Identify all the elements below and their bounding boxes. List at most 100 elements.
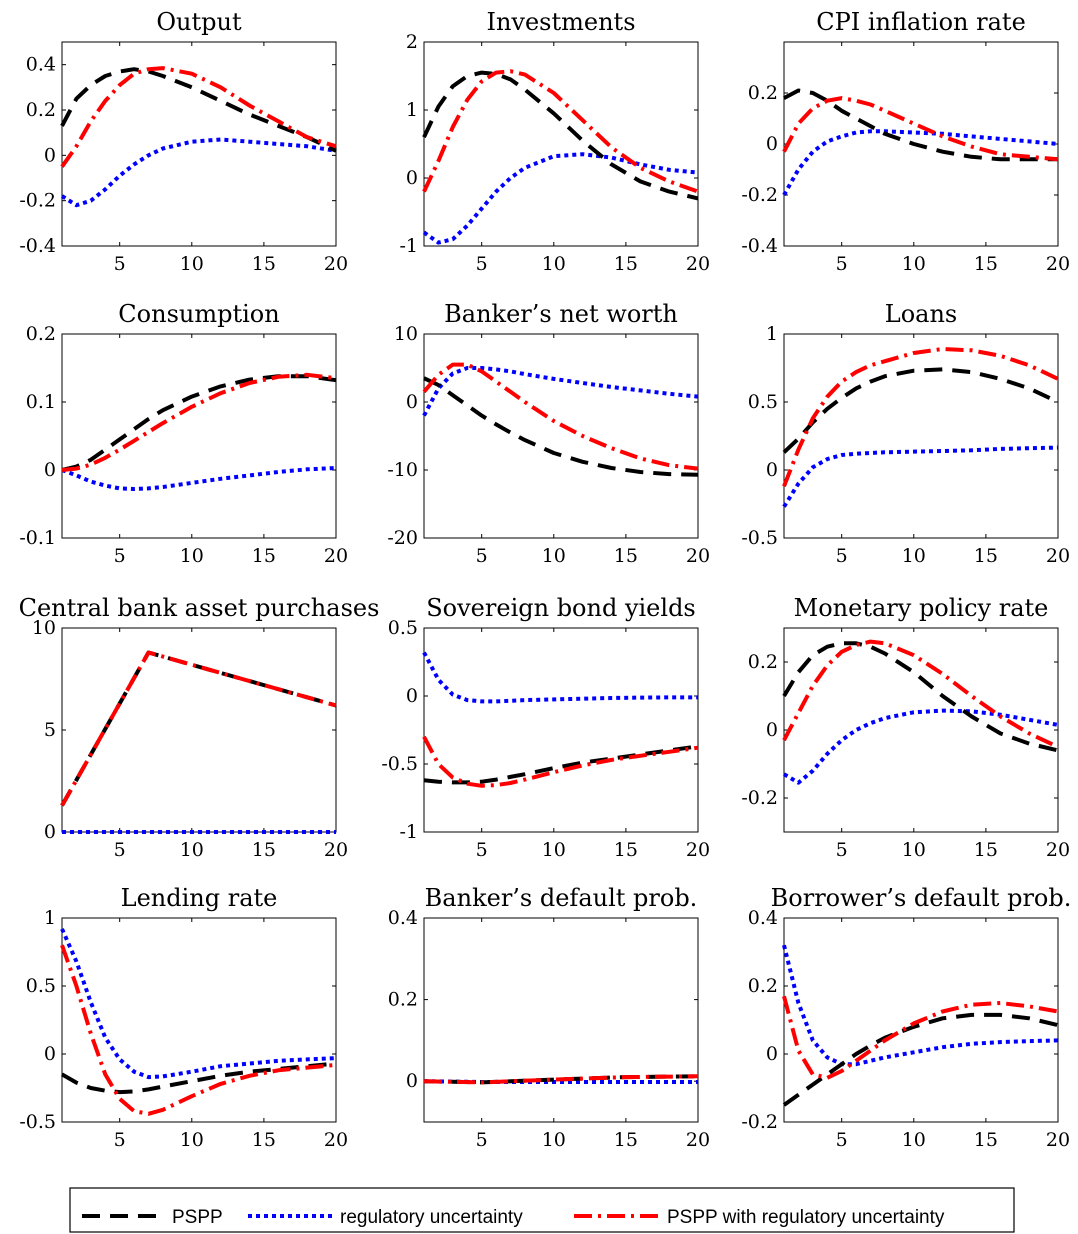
- investments-ytick-label-2: 1: [406, 99, 418, 121]
- monetary-policy-rate-ytick-label-1: 0: [766, 719, 778, 741]
- central-bank-asset-purchases-xtick-label-10: 10: [180, 839, 204, 861]
- central-bank-asset-purchases-series-pspp-with-regulatory-uncertainty: [60, 650, 337, 807]
- panel-cpi-inflation-rate: CPI inflation rate 5 10 15 20 -0.4 -0.2 0 0.2: [741, 8, 1070, 275]
- legend-label-pspp-with-regulatory-uncertainty: PSPP with regulatory uncertainty: [667, 1207, 945, 1228]
- bankers-net-worth-xtick-label-5: 5: [476, 545, 488, 567]
- cpi-inflation-rate-series-pspp: [783, 88, 1058, 162]
- bankers-default-prob-ytick-label-1: 0.2: [388, 989, 418, 1011]
- panel-sovereign-bond-yields: Sovereign bond yields 5 10 15 20 -1 -0.5 0 0.5: [381, 594, 710, 861]
- monetary-policy-rate-series-pspp: [782, 641, 1059, 753]
- investments-axes-frame: [423, 41, 699, 247]
- legend-label-pspp: PSPP: [172, 1207, 223, 1228]
- cpi-inflation-rate-ytick-label-2: 0: [766, 133, 778, 155]
- bankers-default-prob-axes-frame: [423, 917, 699, 1123]
- panel-borrowers-default-prob: Borrower’s default prob. 5 10 15 20 -0.2 0 0.2 0…: [741, 884, 1071, 1151]
- consumption-axes-frame: [61, 333, 337, 539]
- lending-rate-xtick-label-5: 5: [114, 1129, 126, 1151]
- output-series-pspp: [60, 67, 337, 153]
- central-bank-asset-purchases-xtick-label-15: 15: [252, 839, 276, 861]
- investments-title: Investments: [486, 8, 635, 36]
- panel-lending-rate: Lending rate 5 10 15 20 -0.5 0 0.5 1: [19, 884, 348, 1151]
- output-ytick-label-0: -0.4: [19, 235, 56, 257]
- investments-series-pspp-with-regulatory-uncertainty: [422, 69, 699, 194]
- loans-ytick-label-1: 0: [766, 459, 778, 481]
- borrowers-default-prob-ytick-label-3: 0.4: [748, 907, 778, 929]
- panel-bankers-net-worth: Banker’s net worth 5 10 15 20 -20 -10 0 10: [387, 300, 710, 567]
- bankers-default-prob-xtick-label-15: 15: [614, 1129, 638, 1151]
- investments-ytick-label-1: 0: [406, 167, 418, 189]
- consumption-ytick-label-3: 0.2: [26, 323, 56, 345]
- cpi-inflation-rate-title: CPI inflation rate: [816, 8, 1026, 36]
- consumption-xtick-label-5: 5: [114, 545, 126, 567]
- borrowers-default-prob-ytick-label-0: -0.2: [741, 1111, 778, 1133]
- monetary-policy-rate-ytick-label-0: -0.2: [741, 787, 778, 809]
- sovereign-bond-yields-series-regulatory-uncertainty: [422, 651, 698, 704]
- bankers-net-worth-ytick-label-1: -10: [387, 459, 418, 481]
- output-title: Output: [156, 8, 242, 36]
- central-bank-asset-purchases-xtick-label-20: 20: [324, 839, 348, 861]
- lending-rate-title: Lending rate: [121, 884, 278, 912]
- bankers-net-worth-series-regulatory-uncertainty: [422, 366, 699, 417]
- output-series-pspp-with-regulatory-uncertainty: [60, 66, 337, 168]
- bankers-net-worth-ytick-label-2: 0: [406, 391, 418, 413]
- loans-ytick-label-3: 1: [766, 323, 778, 345]
- panel-loans: Loans 5 10 15 20 -0.5 0 0.5 1: [741, 300, 1070, 567]
- consumption-series-pspp-with-regulatory-uncertainty: [61, 372, 337, 472]
- sovereign-bond-yields-xtick-label-15: 15: [614, 839, 638, 861]
- borrowers-default-prob-xtick-label-10: 10: [902, 1129, 926, 1151]
- lending-rate-series-pspp-with-regulatory-uncertainty: [60, 944, 337, 1116]
- monetary-policy-rate-xtick-label-5: 5: [836, 839, 848, 861]
- bankers-net-worth-series-pspp: [423, 376, 699, 477]
- sovereign-bond-yields-ytick-label-3: 0.5: [388, 617, 418, 639]
- loans-axes-frame: [783, 333, 1059, 539]
- investments-series-pspp: [422, 70, 699, 201]
- sovereign-bond-yields-xtick-label-5: 5: [476, 839, 488, 861]
- central-bank-asset-purchases-ytick-label-1: 5: [44, 719, 56, 741]
- borrowers-default-prob-series-pspp: [782, 1012, 1059, 1107]
- legend: PSPP regulatory uncertainty PSPP with re…: [69, 1187, 1015, 1233]
- loans-xtick-label-15: 15: [974, 545, 998, 567]
- loans-title: Loans: [885, 300, 957, 328]
- cpi-inflation-rate-ytick-label-3: 0.2: [748, 82, 778, 104]
- sovereign-bond-yields-ytick-label-0: -1: [399, 821, 418, 843]
- bankers-default-prob-xtick-label-5: 5: [476, 1129, 488, 1151]
- cpi-inflation-rate-xtick-label-20: 20: [1046, 253, 1070, 275]
- lending-rate-axes-frame: [61, 917, 337, 1123]
- output-xtick-label-10: 10: [180, 253, 204, 275]
- investments-xtick-label-20: 20: [686, 253, 710, 275]
- borrowers-default-prob-xtick-label-20: 20: [1046, 1129, 1070, 1151]
- lending-rate-ytick-label-1: 0: [44, 1043, 56, 1065]
- output-ytick-label-4: 0.4: [26, 54, 56, 76]
- bankers-default-prob-series-pspp-with-regulatory-uncertainty: [423, 1074, 699, 1085]
- bankers-net-worth-ytick-label-3: 10: [394, 323, 418, 345]
- panel-bankers-default-prob: Banker’s default prob. 5 10 15 20 0 0.2 0.4: [388, 884, 710, 1151]
- bankers-default-prob-xtick-label-20: 20: [686, 1129, 710, 1151]
- borrowers-default-prob-xtick-label-15: 15: [974, 1129, 998, 1151]
- investments-xtick-label-15: 15: [614, 253, 638, 275]
- sovereign-bond-yields-series-pspp-with-regulatory-uncertainty: [422, 735, 699, 788]
- loans-xtick-label-5: 5: [836, 545, 848, 567]
- borrowers-default-prob-ytick-label-2: 0.2: [748, 975, 778, 997]
- monetary-policy-rate-xtick-label-15: 15: [974, 839, 998, 861]
- cpi-inflation-rate-ytick-label-0: -0.4: [741, 235, 778, 257]
- investments-series-regulatory-uncertainty: [422, 152, 699, 245]
- loans-series-pspp: [782, 367, 1059, 454]
- consumption-ytick-label-0: -0.1: [19, 527, 56, 549]
- bankers-default-prob-ytick-label-0: 0: [406, 1070, 418, 1092]
- panel-central-bank-asset-purchases: Central bank asset purchases 5 10 15 20 0 5 10: [19, 594, 380, 861]
- bankers-net-worth-title: Banker’s net worth: [444, 300, 678, 328]
- output-xtick-label-15: 15: [252, 253, 276, 275]
- consumption-xtick-label-10: 10: [180, 545, 204, 567]
- sovereign-bond-yields-ytick-label-2: 0: [406, 685, 418, 707]
- panel-output: Output 5 10 15 20 -0.4 -0.2 0 0.2 0.4: [19, 8, 348, 275]
- consumption-xtick-label-15: 15: [252, 545, 276, 567]
- monetary-policy-rate-xtick-label-20: 20: [1046, 839, 1070, 861]
- loans-ytick-label-2: 0.5: [748, 391, 778, 413]
- bankers-net-worth-xtick-label-15: 15: [614, 545, 638, 567]
- sovereign-bond-yields-axes-frame: [423, 627, 699, 833]
- monetary-policy-rate-title: Monetary policy rate: [794, 594, 1049, 622]
- lending-rate-ytick-label-0: -0.5: [19, 1111, 56, 1133]
- borrowers-default-prob-title: Borrower’s default prob.: [771, 884, 1072, 912]
